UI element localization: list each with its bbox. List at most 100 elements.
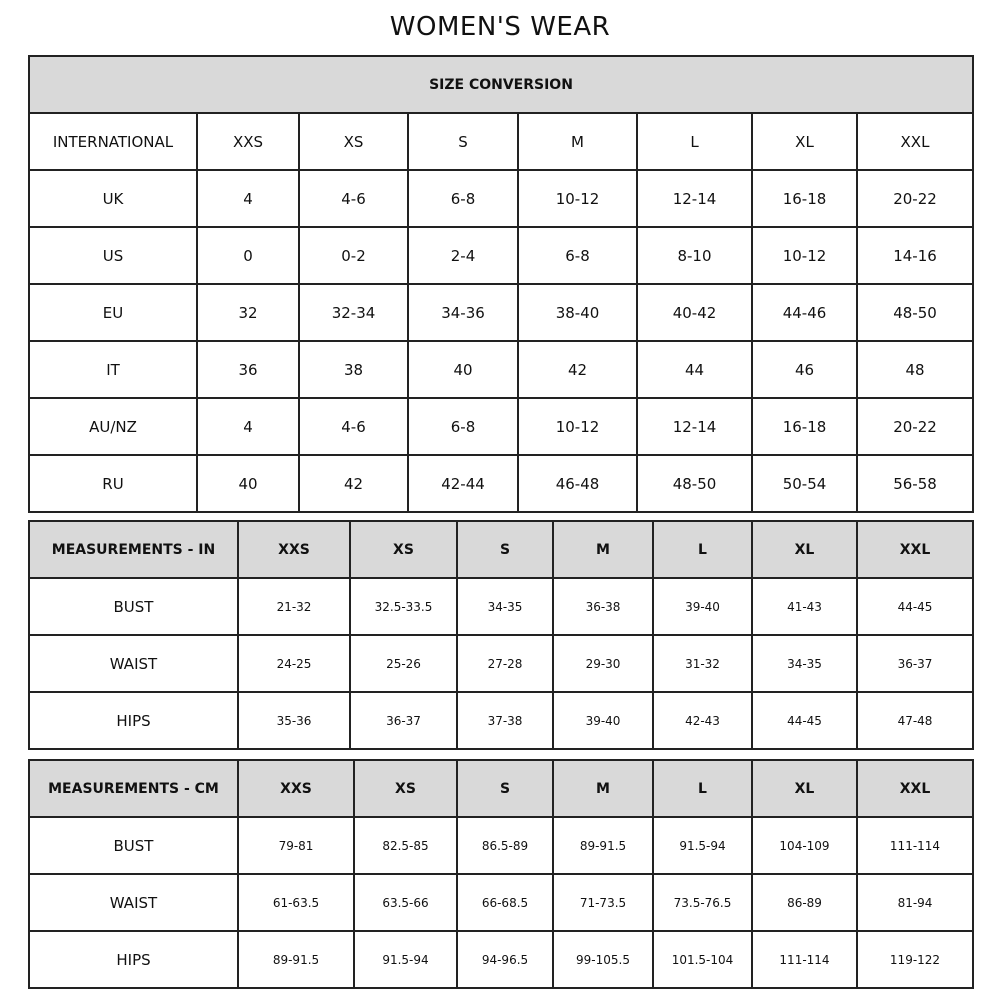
table-cell: 82.5-85 <box>353 816 458 875</box>
table-cell: 10-12 <box>517 397 638 456</box>
table-cell: 4 <box>196 169 300 228</box>
table-cell: 47-48 <box>856 691 974 750</box>
table-cell: 12-14 <box>636 397 753 456</box>
table-cell: 61-63.5 <box>237 873 355 932</box>
table-cell: 24-25 <box>237 634 351 693</box>
table-cell: 20-22 <box>856 169 974 228</box>
table-cell: 27-28 <box>456 634 554 693</box>
measurements-inches-table: MEASUREMENTS - IN XXS XS S M L XL XXL BUST 21-32 3… <box>28 520 974 750</box>
table-cell: 86.5-89 <box>456 816 554 875</box>
table-heading-row: SIZE CONVERSION <box>28 55 974 114</box>
table-row: UK 4 4-6 6-8 10-12 12-14 16-18 20-22 <box>28 169 974 228</box>
table-cell: 36-38 <box>552 577 654 636</box>
table-cell: 44-45 <box>856 577 974 636</box>
column-header: XL <box>751 759 858 818</box>
column-header: L <box>652 520 753 579</box>
column-header: XXS <box>237 520 351 579</box>
table-cell: 73.5-76.5 <box>652 873 753 932</box>
column-header: XS <box>353 759 458 818</box>
table-cell: 111-114 <box>856 816 974 875</box>
table-cell: 0-2 <box>298 226 409 285</box>
table-cell: 94-96.5 <box>456 930 554 989</box>
column-header: M <box>552 520 654 579</box>
row-label: BUST <box>28 577 239 636</box>
table-cell: 6-8 <box>517 226 638 285</box>
table-cell: 16-18 <box>751 169 858 228</box>
column-header: M <box>552 759 654 818</box>
table-cell: 111-114 <box>751 930 858 989</box>
table-cell: 44 <box>636 340 753 399</box>
table-cell: 42 <box>298 454 409 513</box>
table-cell: 31-32 <box>652 634 753 693</box>
table-cell: 40-42 <box>636 283 753 342</box>
table-cell: 8-10 <box>636 226 753 285</box>
column-header: XL <box>751 112 858 171</box>
column-header: L <box>652 759 753 818</box>
header-row: MEASUREMENTS - IN XXS XS S M L XL XXL <box>28 520 974 579</box>
table-cell: 36-37 <box>349 691 458 750</box>
table-cell: 63.5-66 <box>353 873 458 932</box>
table-cell: 48 <box>856 340 974 399</box>
table-cell: 44-46 <box>751 283 858 342</box>
table-cell: 4 <box>196 397 300 456</box>
table-cell: 35-36 <box>237 691 351 750</box>
table-cell: 6-8 <box>407 169 519 228</box>
table-cell: 48-50 <box>856 283 974 342</box>
row-label: UK <box>28 169 198 228</box>
table-cell: 4-6 <box>298 169 409 228</box>
table-row: EU 32 32-34 34-36 38-40 40-42 44-46 48-50 <box>28 283 974 342</box>
column-header: XXL <box>856 112 974 171</box>
column-header: S <box>456 759 554 818</box>
table-cell: 81-94 <box>856 873 974 932</box>
table-cell: 89-91.5 <box>237 930 355 989</box>
size-conversion-table: SIZE CONVERSION INTERNATIONAL XXS XS S M L XL XX… <box>28 55 974 513</box>
column-header: S <box>407 112 519 171</box>
table-cell: 21-32 <box>237 577 351 636</box>
table-cell: 36-37 <box>856 634 974 693</box>
table-cell: 10-12 <box>751 226 858 285</box>
column-header: INTERNATIONAL <box>28 112 198 171</box>
table-cell: 20-22 <box>856 397 974 456</box>
table-row: RU 40 42 42-44 46-48 48-50 50-54 56-58 <box>28 454 974 513</box>
table-cell: 46-48 <box>517 454 638 513</box>
row-label: IT <box>28 340 198 399</box>
table-cell: 104-109 <box>751 816 858 875</box>
table-cell: 39-40 <box>552 691 654 750</box>
table-row: US 0 0-2 2-4 6-8 8-10 10-12 14-16 <box>28 226 974 285</box>
table-cell: 101.5-104 <box>652 930 753 989</box>
column-header: XL <box>751 520 858 579</box>
table-cell: 39-40 <box>652 577 753 636</box>
row-label: US <box>28 226 198 285</box>
row-label: WAIST <box>28 873 239 932</box>
row-label: BUST <box>28 816 239 875</box>
table-cell: 6-8 <box>407 397 519 456</box>
table-cell: 40 <box>407 340 519 399</box>
table-cell: 4-6 <box>298 397 409 456</box>
table-cell: 12-14 <box>636 169 753 228</box>
table-cell: 34-35 <box>456 577 554 636</box>
table-heading: SIZE CONVERSION <box>28 55 974 114</box>
row-label: WAIST <box>28 634 239 693</box>
table-row: WAIST 61-63.5 63.5-66 66-68.5 71-73.5 73.5-76… <box>28 873 974 932</box>
table-row: HIPS 89-91.5 91.5-94 94-96.5 99-105.5 101.5-1… <box>28 930 974 989</box>
column-header: L <box>636 112 753 171</box>
table-cell: 36 <box>196 340 300 399</box>
table-cell: 86-89 <box>751 873 858 932</box>
table-cell: 38-40 <box>517 283 638 342</box>
table-cell: 37-38 <box>456 691 554 750</box>
table-cell: 40 <box>196 454 300 513</box>
row-label: EU <box>28 283 198 342</box>
table-row: WAIST 24-25 25-26 27-28 29-30 31-32 34-35 36-37 <box>28 634 974 693</box>
table-cell: 42-44 <box>407 454 519 513</box>
header-row: INTERNATIONAL XXS XS S M L XL XXL <box>28 112 974 171</box>
table-cell: 46 <box>751 340 858 399</box>
column-header: XS <box>298 112 409 171</box>
table-cell: 25-26 <box>349 634 458 693</box>
column-header: XXS <box>237 759 355 818</box>
row-label: RU <box>28 454 198 513</box>
table-cell: 0 <box>196 226 300 285</box>
table-cell: 91.5-94 <box>353 930 458 989</box>
table-cell: 14-16 <box>856 226 974 285</box>
table-cell: 48-50 <box>636 454 753 513</box>
column-header: MEASUREMENTS - IN <box>28 520 239 579</box>
